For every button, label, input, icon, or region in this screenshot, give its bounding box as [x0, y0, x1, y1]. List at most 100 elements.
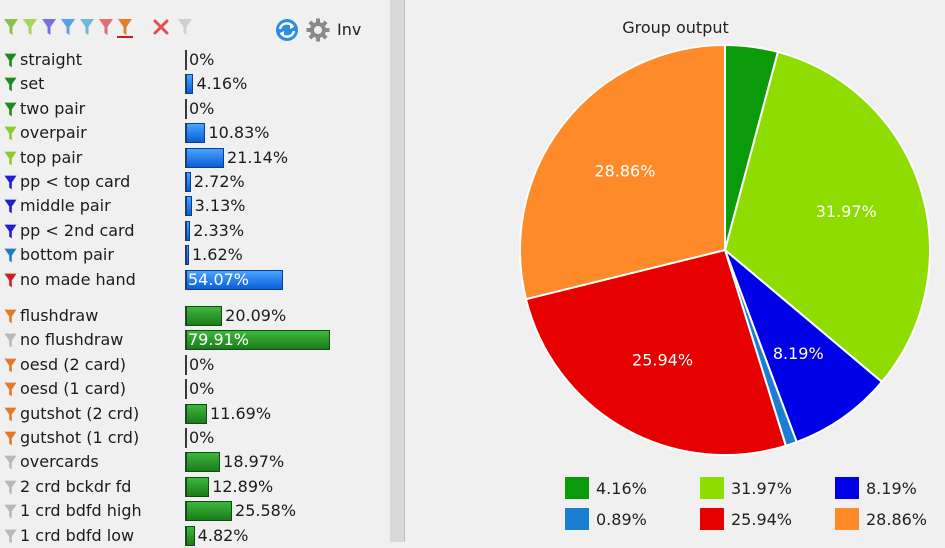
clear-filter-x-icon[interactable] [152, 16, 170, 38]
legend-swatch [835, 508, 859, 530]
list-item[interactable]: pp < top card 2.72% [0, 170, 390, 194]
gear-icon[interactable] [306, 18, 330, 42]
slice-label: 8.19% [773, 344, 824, 363]
percentage-bar [186, 330, 330, 351]
list-item[interactable]: oesd (1 card) 0% [0, 377, 390, 401]
filter-icon[interactable] [3, 271, 18, 290]
chart-title: Group output [622, 18, 729, 37]
filter-icon[interactable] [3, 246, 18, 265]
filter-teal-icon[interactable] [79, 16, 95, 38]
filter-icon[interactable] [3, 429, 18, 448]
legend-label: 28.86% [866, 510, 928, 529]
filter-icon[interactable] [3, 124, 18, 143]
list-item[interactable]: 1 crd bdfd high 25.58% [0, 499, 390, 523]
list-item[interactable]: oesd (2 card) 0% [0, 353, 390, 377]
percentage-value: 21.14% [227, 147, 289, 167]
filter-icon[interactable] [3, 197, 18, 216]
list-item[interactable]: middle pair 3.13% [0, 194, 390, 218]
list-item[interactable]: top pair 21.14% [0, 146, 390, 170]
filter-icon[interactable] [3, 380, 18, 399]
list-item[interactable]: two pair 0% [0, 97, 390, 121]
filter-green-light-icon[interactable] [3, 16, 19, 38]
filter-icon[interactable] [3, 478, 18, 497]
list-item[interactable]: overpair 10.83% [0, 121, 390, 145]
percentage-bar [186, 525, 195, 546]
filter-lime-icon[interactable] [22, 16, 38, 38]
hand-category-panel: Inv straight 0% set 4.16% two pair 0% overpair… [0, 0, 390, 546]
list-item[interactable]: gutshot (1 crd) 0% [0, 426, 390, 450]
filter-icon[interactable] [3, 502, 18, 521]
percentage-value: 18.97% [223, 452, 285, 472]
filter-icon[interactable] [3, 356, 18, 375]
filter-icon[interactable] [3, 331, 18, 350]
pie-slice[interactable] [723, 50, 931, 384]
list-item[interactable]: no made hand 54.07% [0, 268, 390, 292]
item-label: overcards [20, 452, 99, 472]
percentage-value: 0% [189, 50, 215, 69]
list-item[interactable]: 1 crd bdfd low 4.82% [0, 524, 390, 548]
pie-slice[interactable] [524, 248, 788, 456]
bar-baseline [185, 354, 187, 375]
percentage-value: 11.69% [210, 403, 272, 423]
percentage-value: 20.09% [225, 306, 287, 325]
legend-label: 25.94% [731, 510, 793, 529]
filter-disabled-icon[interactable] [177, 16, 193, 38]
legend-label: 0.89% [596, 510, 647, 529]
slice-label: 31.97% [816, 202, 877, 221]
percentage-bar [186, 147, 225, 168]
list-item[interactable]: 2 crd bckdr fd 12.89% [0, 475, 390, 499]
filter-icon[interactable] [3, 100, 18, 119]
percentage-bar [186, 245, 189, 266]
filter-orange-underlined-icon[interactable] [117, 16, 133, 38]
slice-label: 28.86% [594, 162, 655, 181]
list-item[interactable]: straight 0% [0, 48, 390, 72]
list-item[interactable]: pp < 2nd card 2.33% [0, 219, 390, 243]
percentage-bar [186, 220, 191, 241]
list-item[interactable]: gutshot (2 crd) 11.69% [0, 402, 390, 426]
inv-button[interactable]: Inv [337, 20, 362, 39]
item-label: no made hand [20, 269, 136, 289]
filter-red-icon[interactable] [98, 16, 114, 38]
percentage-bar [186, 306, 223, 326]
legend-label: 31.97% [731, 479, 793, 498]
item-label: straight [20, 50, 83, 69]
item-label: 1 crd bdfd high [20, 501, 142, 521]
item-label: oesd (2 card) [20, 354, 127, 374]
legend-swatch [565, 508, 589, 530]
list-item[interactable]: set 4.16% [0, 72, 390, 96]
filter-icon[interactable] [3, 405, 18, 424]
filter-icon[interactable] [3, 453, 18, 472]
percentage-value: 25.58% [235, 501, 297, 521]
list-item[interactable]: overcards 18.97% [0, 450, 390, 474]
filter-icon[interactable] [3, 51, 18, 70]
legend-swatch [835, 477, 859, 499]
bar-baseline [185, 98, 187, 119]
panel-splitter[interactable] [390, 0, 404, 542]
list-item[interactable]: no flushdraw 79.91% [0, 328, 390, 352]
percentage-value: 2.33% [193, 220, 245, 240]
legend-swatch [565, 477, 589, 499]
item-label: no flushdraw [20, 330, 124, 350]
pie-slice[interactable] [519, 43, 726, 301]
percentage-value: 2.72% [193, 172, 245, 191]
filter-icon[interactable] [3, 149, 18, 168]
percentage-bar [186, 476, 210, 497]
legend-swatch [700, 508, 724, 530]
percentage-bar [186, 501, 233, 522]
filter-icon[interactable] [3, 173, 18, 192]
pie-slice[interactable] [722, 246, 884, 444]
percentage-bar [186, 74, 194, 95]
percentage-value: 54.07% [188, 269, 250, 289]
list-item[interactable]: flushdraw 20.09% [0, 304, 390, 328]
refresh-icon[interactable] [274, 18, 300, 42]
filter-blue-icon[interactable] [60, 16, 76, 38]
pie-chart: 31.97% 8.19% 25.94% 28.86% [519, 43, 931, 456]
filter-icon[interactable] [3, 75, 18, 94]
filter-icon[interactable] [3, 307, 18, 326]
item-label: overpair [20, 123, 87, 143]
filter-purple-icon[interactable] [41, 16, 57, 38]
filter-icon[interactable] [3, 222, 18, 241]
list-item[interactable]: bottom pair 1.62% [0, 243, 390, 267]
percentage-value: 0% [189, 379, 215, 399]
filter-icon[interactable] [3, 527, 18, 546]
